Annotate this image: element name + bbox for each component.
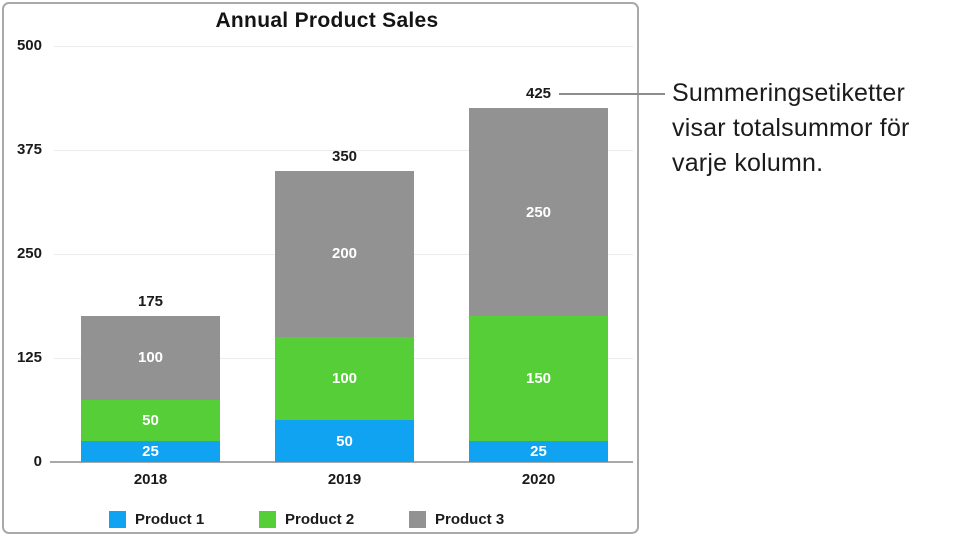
x-axis-tick-label: 2020 xyxy=(521,471,556,488)
bar-segment: 100 xyxy=(275,337,414,421)
total-value-label: 425 xyxy=(525,85,552,103)
legend-swatch xyxy=(409,511,426,528)
segment-value-label: 50 xyxy=(336,432,353,450)
y-axis-tick-label: 500 xyxy=(16,37,42,54)
y-axis-tick-label: 0 xyxy=(33,453,42,470)
gridline xyxy=(54,45,633,47)
callout-text-line: varje kolumn. xyxy=(672,149,824,177)
bar-segment: 200 xyxy=(275,170,414,338)
legend-item: Product 1 xyxy=(109,511,204,528)
bar-segment: 150 xyxy=(469,316,608,442)
legend-swatch xyxy=(109,511,126,528)
segment-value-label: 50 xyxy=(142,411,159,429)
segment-value-label: 25 xyxy=(142,443,159,461)
x-axis-tick-label: 2019 xyxy=(327,471,362,488)
y-axis-tick-label: 375 xyxy=(16,141,42,158)
total-value-label: 350 xyxy=(331,147,358,165)
legend-label: Product 2 xyxy=(285,511,355,528)
bar-segment: 25 xyxy=(469,441,608,462)
total-value-label: 175 xyxy=(137,293,164,311)
y-axis-tick-label: 250 xyxy=(16,245,42,262)
gridline xyxy=(54,149,633,151)
callout-connector-line xyxy=(559,93,665,95)
bar-segment: 100 xyxy=(81,316,220,400)
legend-item: Product 3 xyxy=(409,511,504,528)
callout-text: Summeringsetiketter visar totalsummor fö… xyxy=(672,76,964,181)
chart-image-frame xyxy=(2,2,639,534)
bar-segment: 250 xyxy=(469,108,608,317)
segment-value-label: 100 xyxy=(331,370,358,388)
bar-segment: 50 xyxy=(275,420,414,462)
y-axis-tick-label: 125 xyxy=(16,349,42,366)
callout-text-line: visar totalsummor för xyxy=(672,114,910,142)
chart-title: Annual Product Sales xyxy=(215,9,439,32)
bar-segment: 50 xyxy=(81,399,220,442)
segment-value-label: 250 xyxy=(525,203,552,221)
segment-value-label: 150 xyxy=(525,370,552,388)
x-axis-tick-label: 2018 xyxy=(133,471,168,488)
bar-segment: 25 xyxy=(81,441,220,462)
x-axis-line xyxy=(50,461,633,463)
legend-swatch xyxy=(259,511,276,528)
segment-value-label: 25 xyxy=(530,443,547,461)
callout-text-line: Summeringsetiketter xyxy=(672,79,906,107)
legend-item: Product 2 xyxy=(259,511,354,528)
segment-value-label: 100 xyxy=(137,349,164,367)
legend-label: Product 3 xyxy=(435,511,505,528)
segment-value-label: 200 xyxy=(331,245,358,263)
legend-label: Product 1 xyxy=(135,511,205,528)
